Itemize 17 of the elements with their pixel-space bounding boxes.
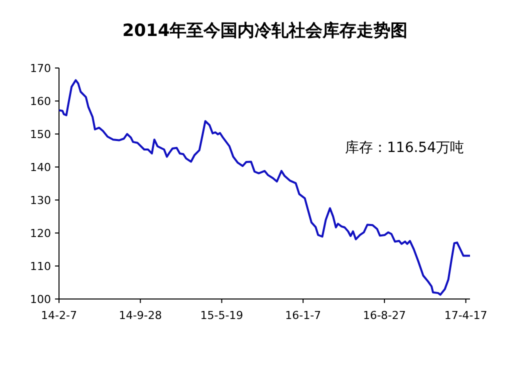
y-tick-label: 100 [30,292,51,306]
chart-title: 2014年至今国内冷轧社会库存走势图 [122,21,408,41]
y-tick-label: 140 [30,160,51,174]
x-tick-label: 16-8-27 [362,309,406,322]
annotation: 库存：116.54万吨 [345,140,464,156]
x-tick-label: 15-5-19 [200,309,244,322]
y-tick-label: 130 [30,194,51,207]
y-tick-label: 150 [30,128,51,141]
x-tick-label: 17-4-17 [444,309,488,322]
x-tick-label: 14-2-7 [41,309,77,322]
line-series [58,79,471,296]
y-tick-label: 170 [30,62,51,75]
y-tick-label: 120 [30,226,51,240]
x-tick-label: 16-1-7 [285,309,322,322]
x-tick-label: 14-9-28 [118,309,162,322]
y-tick-label: 110 [30,260,51,273]
y-tick-label: 160 [30,94,51,108]
